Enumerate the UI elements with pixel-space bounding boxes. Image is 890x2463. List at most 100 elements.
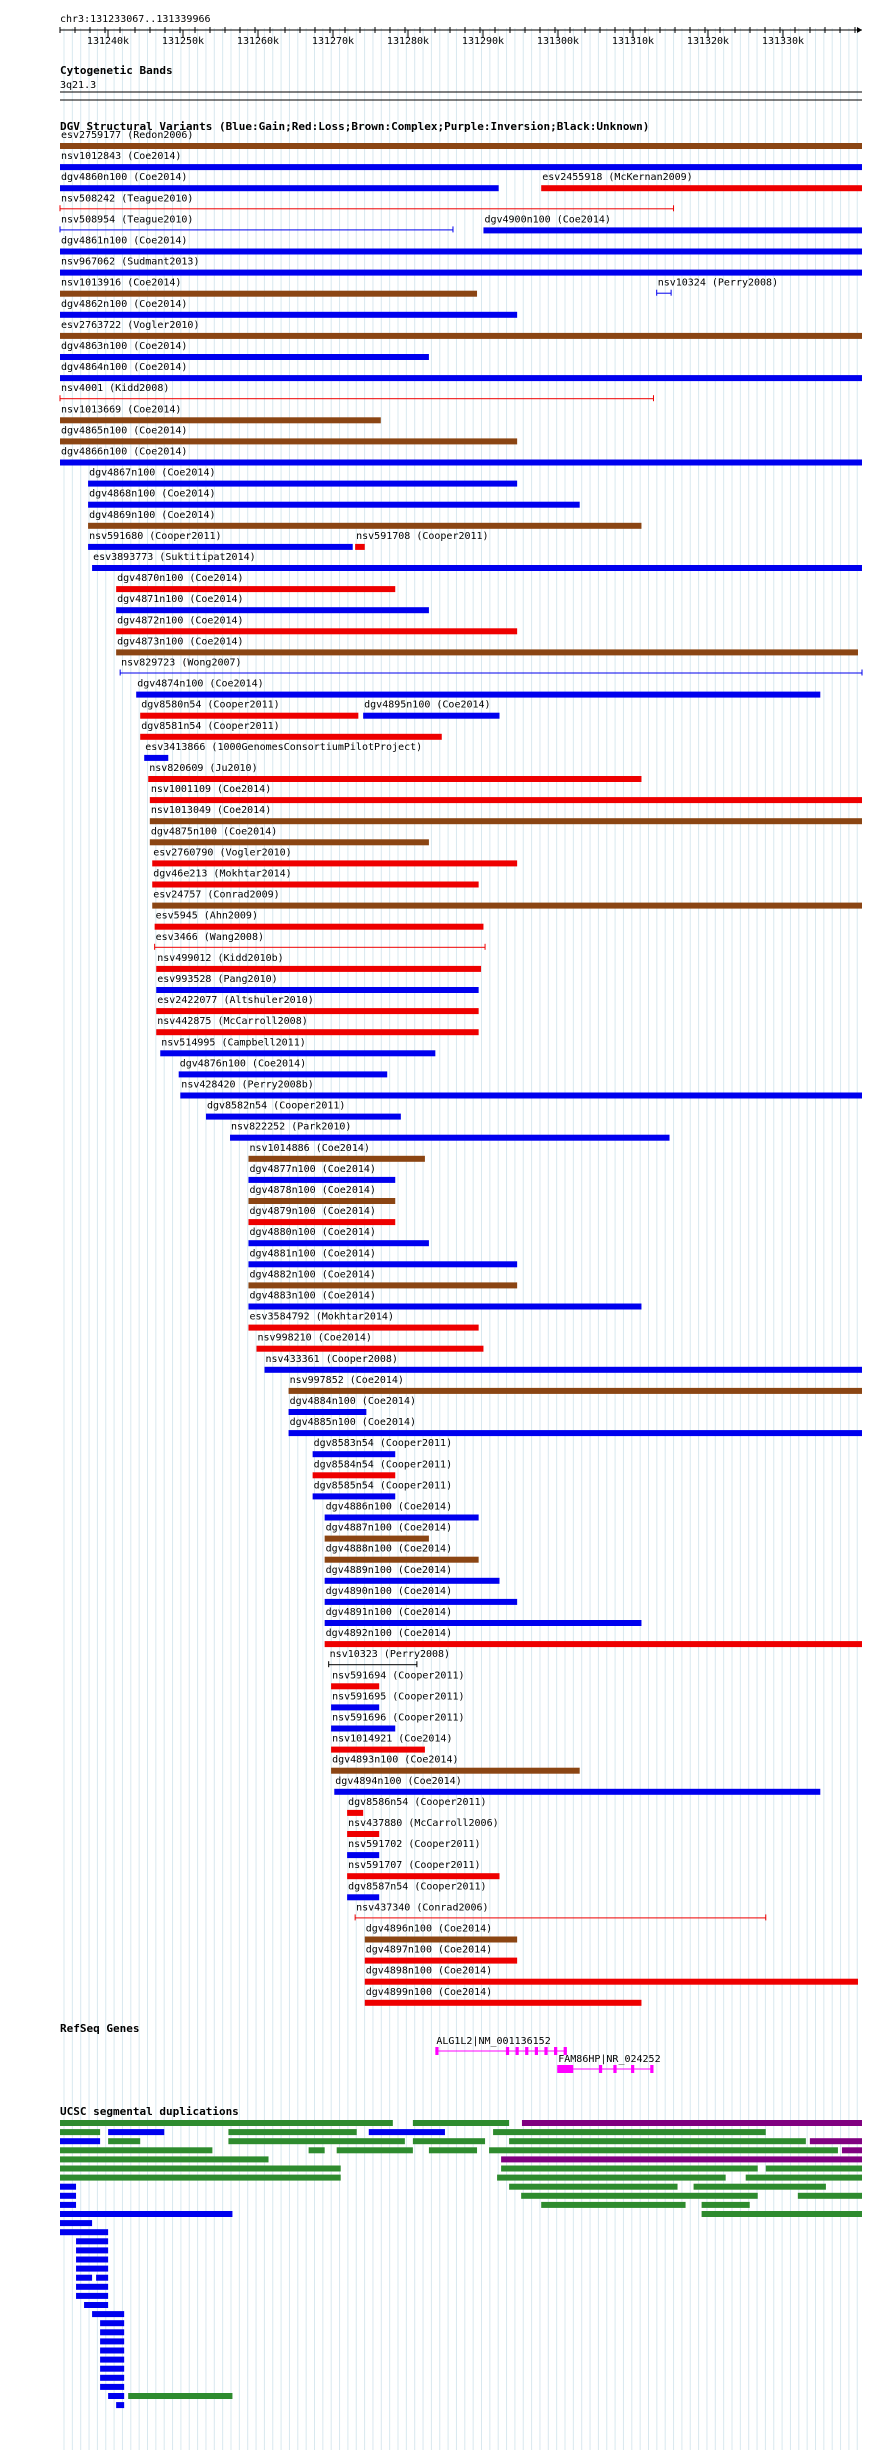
dgv-feature[interactable]: dgv4890n100 (Coe2014)	[324, 1586, 518, 1605]
dgv-feature[interactable]: nsv1013916 (Coe2014)	[60, 278, 478, 297]
segdup-feature[interactable]	[489, 2147, 838, 2154]
dgv-feature[interactable]: dgv4866n100 (Coe2014)	[60, 447, 862, 466]
dgv-feature[interactable]: nsv1014921 (Coe2014)	[331, 1734, 452, 1753]
dgv-feature[interactable]: esv24757 (Conrad2009)	[152, 890, 863, 909]
dgv-feature[interactable]: nsv1013669 (Coe2014)	[60, 404, 381, 424]
segdup-feature[interactable]	[60, 2211, 233, 2217]
dgv-feature[interactable]: dgv4891n100 (Coe2014)	[324, 1607, 642, 1626]
segdup-feature[interactable]	[308, 2147, 325, 2154]
segdup-feature[interactable]	[412, 2138, 486, 2145]
dgv-feature[interactable]: dgv4885n100 (Coe2014)	[288, 1417, 862, 1437]
dgv-feature[interactable]: nsv591702 (Cooper2011)	[347, 1839, 481, 1859]
segdup-feature[interactable]	[797, 2192, 862, 2199]
dgv-feature[interactable]: dgv4897n100 (Coe2014)	[364, 1945, 518, 1964]
dgv-feature[interactable]: dgv4878n100 (Coe2014)	[248, 1185, 396, 1204]
dgv-feature[interactable]: dgv4865n100 (Coe2014)	[60, 425, 518, 445]
dgv-feature[interactable]: dgv8585n54 (Cooper2011)	[312, 1480, 452, 1500]
dgv-feature[interactable]: dgv4894n100 (Coe2014)	[334, 1776, 821, 1795]
dgv-feature[interactable]: nsv433361 (Cooper2008)	[264, 1354, 862, 1373]
dgv-feature[interactable]: dgv4871n100 (Coe2014)	[116, 594, 429, 614]
segdup-feature[interactable]	[60, 2165, 341, 2172]
segdup-feature[interactable]	[745, 2174, 862, 2181]
dgv-feature[interactable]: esv3893773 (Suktitipat2014)	[92, 552, 862, 571]
segdup-feature[interactable]	[228, 2138, 405, 2145]
dgv-feature[interactable]: nsv591696 (Cooper2011)	[331, 1713, 465, 1732]
dgv-feature[interactable]: dgv4874n100 (Coe2014)	[136, 679, 821, 698]
dgv-feature[interactable]: nsv428420 (Perry2008b)	[180, 1080, 863, 1099]
segdup-feature[interactable]	[509, 2183, 678, 2190]
dgv-feature[interactable]: dgv4873n100 (Coe2014)	[116, 636, 858, 656]
segdup-feature[interactable]	[228, 2129, 357, 2136]
segdup-feature[interactable]	[509, 2138, 806, 2145]
dgv-feature[interactable]: dgv4861n100 (Coe2014)	[60, 236, 862, 255]
segdup-feature[interactable]	[128, 2393, 233, 2399]
dgv-feature[interactable]: nsv442875 (McCarroll2008)	[156, 1016, 479, 1036]
dgv-feature[interactable]: esv3584792 (Mokhtar2014)	[248, 1312, 479, 1331]
dgv-feature[interactable]: nsv1014886 (Coe2014)	[248, 1143, 425, 1162]
segdup-feature[interactable]	[336, 2147, 413, 2154]
segdup-feature[interactable]	[100, 2365, 125, 2372]
dgv-feature[interactable]: nsv591680 (Cooper2011)	[88, 531, 353, 550]
segdup-feature[interactable]	[841, 2147, 862, 2154]
dgv-feature[interactable]: dgv4892n100 (Coe2014)	[324, 1628, 862, 1648]
dgv-feature[interactable]: nsv508242 (Teague2010)	[59, 193, 675, 212]
dgv-feature[interactable]: esv2422077 (Altshuler2010)	[156, 995, 479, 1015]
segdup-feature[interactable]	[60, 2192, 77, 2199]
dgv-feature[interactable]: esv2759177 (Redon2006)	[60, 130, 862, 149]
dgv-feature[interactable]: nsv1012843 (Coe2014)	[60, 151, 862, 171]
segdup-feature[interactable]	[60, 2229, 109, 2236]
segdup-feature[interactable]	[412, 2120, 510, 2126]
segdup-feature[interactable]	[108, 2393, 125, 2399]
dgv-feature[interactable]: nsv499012 (Kidd2010b)	[156, 953, 482, 972]
dgv-feature[interactable]: dgv4893n100 (Coe2014)	[331, 1755, 580, 1774]
segdup-feature[interactable]	[60, 2220, 93, 2227]
dgv-feature[interactable]: dgv4884n100 (Coe2014)	[288, 1396, 416, 1415]
dgv-feature[interactable]: nsv820609 (Ju2010)	[148, 763, 642, 782]
segdup-feature[interactable]	[428, 2147, 478, 2154]
dgv-feature[interactable]: dgv4898n100 (Coe2014)	[364, 1966, 858, 1985]
dgv-feature[interactable]: esv3466 (Wang2008)	[154, 932, 486, 950]
dgv-feature[interactable]: dgv4881n100 (Coe2014)	[248, 1248, 518, 1268]
segdup-feature[interactable]	[693, 2183, 826, 2190]
segdup-feature[interactable]	[60, 2120, 393, 2126]
segdup-feature[interactable]	[541, 2201, 686, 2208]
dgv-feature[interactable]: dgv4875n100 (Coe2014)	[149, 826, 429, 846]
segdup-feature[interactable]	[809, 2138, 862, 2145]
segdup-feature[interactable]	[108, 2138, 141, 2145]
dgv-feature[interactable]: nsv508954 (Teague2010)	[59, 214, 454, 233]
dgv-feature[interactable]: nsv1013049 (Coe2014)	[149, 805, 863, 825]
dgv-feature[interactable]: esv5945 (Ahn2009)	[154, 911, 484, 930]
dgv-feature[interactable]: nsv997852 (Coe2014)	[288, 1375, 862, 1394]
dgv-feature[interactable]: dgv4887n100 (Coe2014)	[324, 1523, 452, 1542]
refseq-gene[interactable]: ALG1L2|NM_001136152	[435, 2036, 567, 2055]
segdup-feature[interactable]	[76, 2238, 109, 2245]
segdup-feature[interactable]	[100, 2356, 125, 2363]
dgv-feature[interactable]: dgv4900n100 (Coe2014)	[483, 214, 862, 234]
segdup-feature[interactable]	[60, 2174, 341, 2181]
dgv-feature[interactable]: dgv4883n100 (Coe2014)	[248, 1291, 642, 1310]
dgv-feature[interactable]: nsv591708 (Cooper2011)	[355, 531, 489, 550]
segdup-feature[interactable]	[493, 2129, 766, 2136]
segdup-feature[interactable]	[92, 2311, 125, 2318]
dgv-feature[interactable]: dgv46e213 (Mokhtar2014)	[152, 869, 479, 888]
dgv-feature[interactable]: esv3413866 (1000GenomesConsortiumPilotPr…	[144, 742, 422, 761]
segdup-feature[interactable]	[76, 2292, 109, 2299]
segdup-feature[interactable]	[108, 2129, 165, 2136]
segdup-feature[interactable]	[501, 2165, 758, 2172]
refseq-gene[interactable]: FAM86HP|NR_024252	[557, 2054, 661, 2073]
segdup-feature[interactable]	[76, 2283, 109, 2290]
segdup-feature[interactable]	[84, 2302, 109, 2308]
segdup-feature[interactable]	[60, 2138, 101, 2145]
segdup-feature[interactable]	[60, 2183, 77, 2190]
dgv-feature[interactable]: dgv4882n100 (Coe2014)	[248, 1269, 518, 1289]
dgv-feature[interactable]: dgv4888n100 (Coe2014)	[324, 1544, 479, 1563]
segdup-feature[interactable]	[76, 2256, 109, 2263]
segdup-feature[interactable]	[60, 2201, 77, 2208]
dgv-feature[interactable]: dgv4899n100 (Coe2014)	[364, 1987, 642, 2006]
dgv-feature[interactable]: dgv8581n54 (Cooper2011)	[140, 721, 442, 740]
segdup-feature[interactable]	[76, 2247, 109, 2254]
dgv-feature[interactable]: esv993528 (Pang2010)	[156, 974, 479, 993]
dgv-feature[interactable]: nsv437880 (McCarroll2006)	[347, 1818, 499, 1837]
dgv-feature[interactable]: esv2760790 (Vogler2010)	[152, 847, 518, 867]
dgv-feature[interactable]: dgv4877n100 (Coe2014)	[248, 1164, 396, 1183]
